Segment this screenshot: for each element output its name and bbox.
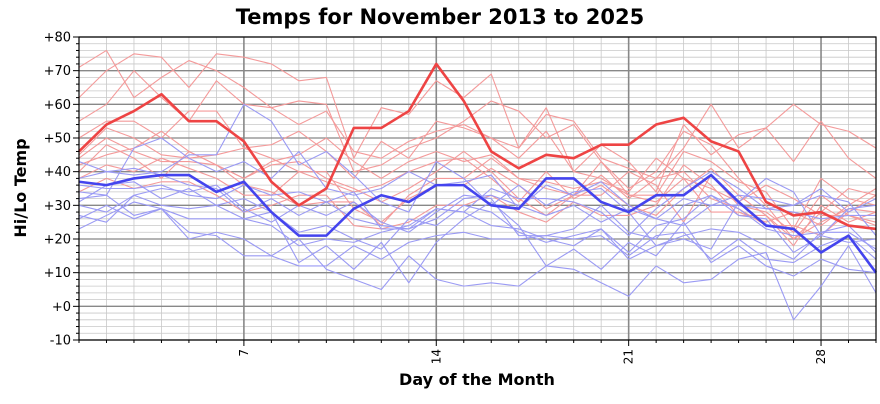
y-axis-label: Hi/Lo Temp bbox=[11, 138, 30, 237]
y-tick-label: +80 bbox=[44, 31, 71, 46]
y-tick-label: +20 bbox=[44, 233, 71, 248]
x-tick-label: 21 bbox=[622, 349, 636, 364]
y-tick-label: +0 bbox=[52, 300, 71, 315]
past-low-line-18 bbox=[78, 181, 877, 254]
y-tick-label: +10 bbox=[44, 266, 71, 281]
past-high-line-10 bbox=[78, 137, 877, 227]
x-tick-label: 28 bbox=[814, 349, 828, 364]
current-low-line bbox=[78, 173, 878, 274]
past-low-line-17 bbox=[78, 194, 877, 284]
past-low-line-19 bbox=[78, 171, 876, 237]
past-high-line-4 bbox=[78, 110, 877, 230]
past-high-line-2 bbox=[78, 53, 877, 193]
y-tick-label: +30 bbox=[44, 199, 71, 214]
y-tick-label: +70 bbox=[44, 64, 71, 79]
past-years-layer bbox=[78, 49, 877, 321]
x-tick-label: 14 bbox=[429, 349, 443, 364]
y-tick-label: +60 bbox=[44, 98, 71, 113]
past-low-line-16 bbox=[78, 194, 877, 321]
tick-layer: -10 +0 +10 +20 +30 +40 +50 +60 +70 +80 7 14 21 28 bbox=[44, 31, 877, 364]
past-low-line-15 bbox=[78, 204, 877, 267]
x-tick-label: 7 bbox=[237, 349, 251, 357]
past-low-line-14 bbox=[78, 201, 877, 260]
y-tick-label: +50 bbox=[44, 132, 71, 147]
chart-title: Temps for November 2013 to 2025 bbox=[236, 5, 644, 29]
y-tick-label: +40 bbox=[44, 165, 71, 180]
x-axis-label: Day of the Month bbox=[399, 370, 555, 389]
current-high-line bbox=[78, 62, 877, 231]
past-high-line-1 bbox=[78, 49, 877, 179]
y-tick-label: -10 bbox=[50, 334, 71, 349]
past-low-line-11 bbox=[78, 103, 877, 250]
current-year-layer bbox=[78, 62, 878, 274]
plot-frame bbox=[78, 36, 877, 341]
